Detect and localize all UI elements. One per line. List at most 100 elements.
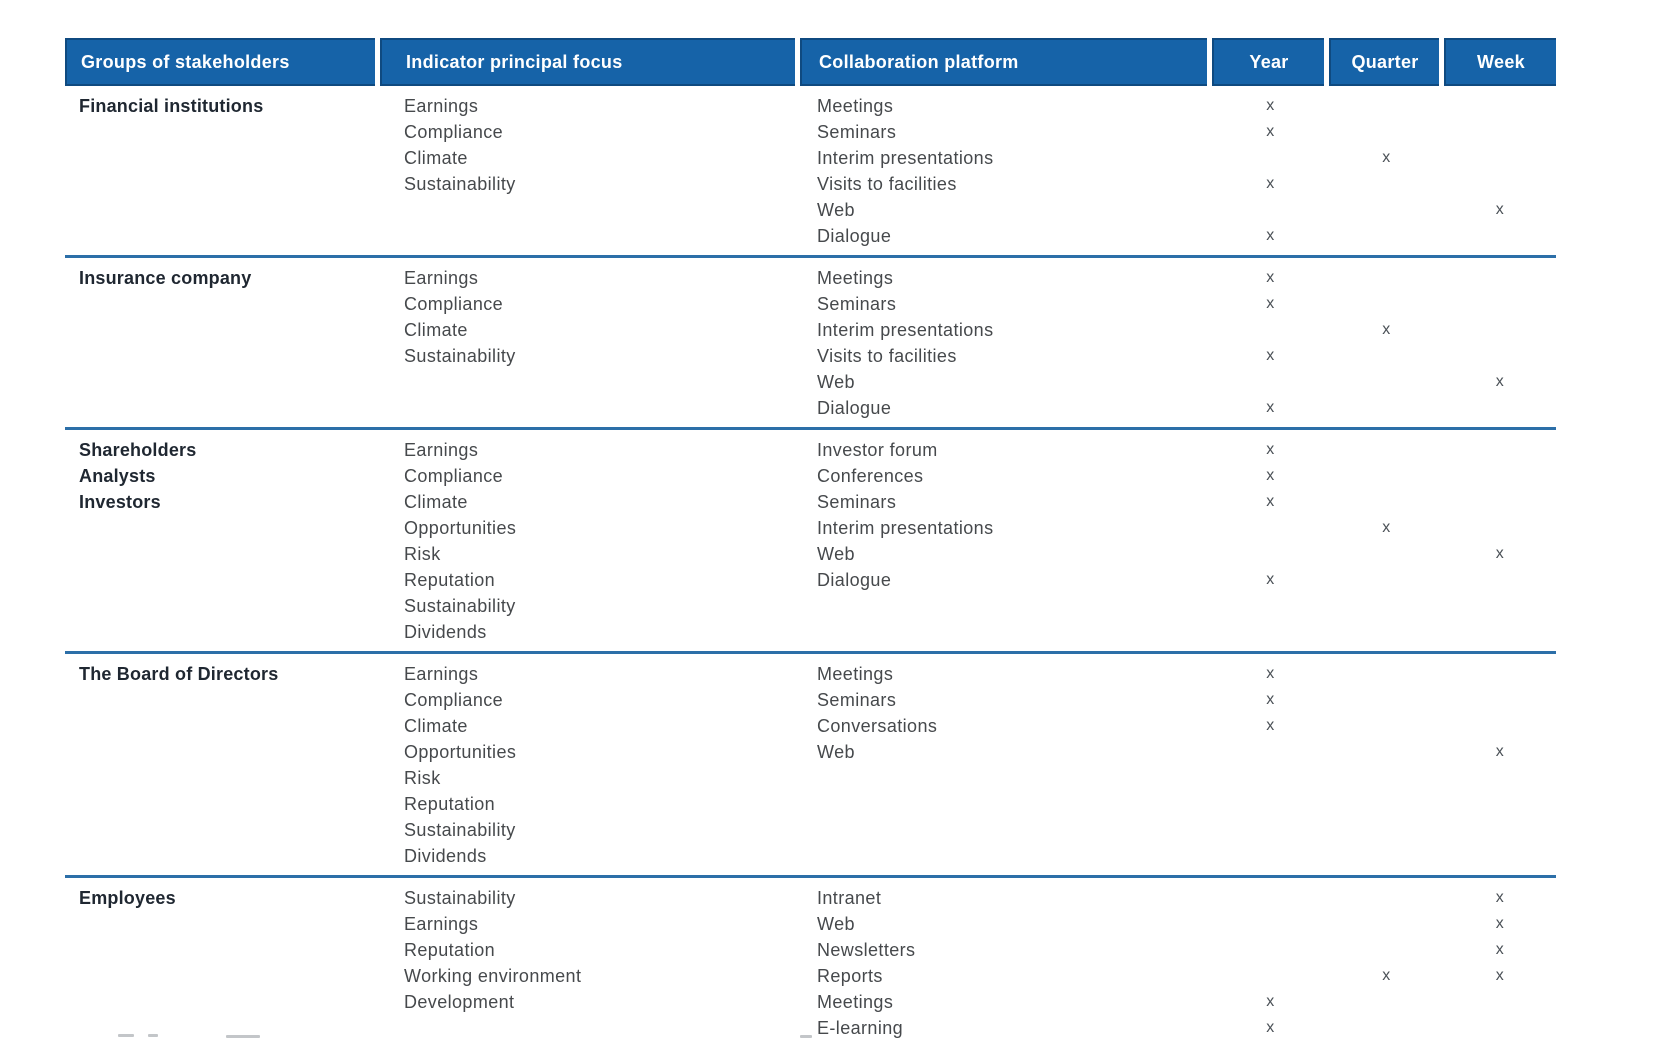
indicator-item: Climate: [404, 148, 468, 168]
frequency-mark-year: x: [1266, 467, 1275, 484]
frequency-mark-empty: [1329, 661, 1444, 687]
platform-item: Reports: [817, 966, 883, 986]
platform-item: E-learning: [817, 1018, 904, 1038]
frequency-mark-empty: [1329, 937, 1444, 963]
group-name: Investors: [79, 492, 161, 512]
frequency-mark-week: x: [1495, 743, 1505, 760]
indicator-item: Compliance: [404, 690, 504, 710]
frequency-mark-year: x: [1266, 97, 1275, 114]
cutoff-text-artifact: [800, 1035, 812, 1038]
frequency-mark-empty: [1212, 911, 1329, 937]
indicator-item: Reputation: [404, 940, 496, 960]
week-marks-cell: x: [1444, 437, 1556, 645]
frequency-mark-empty: [1329, 541, 1444, 567]
frequency-mark-empty: [1444, 291, 1556, 317]
frequency-mark-empty: [1444, 265, 1556, 291]
frequency-mark-empty: [1329, 343, 1444, 369]
indicator-item: Earnings: [404, 664, 479, 684]
frequency-mark-empty: [1444, 437, 1556, 463]
frequency-mark-empty: [1212, 145, 1329, 171]
group-name: Financial institutions: [79, 96, 264, 116]
group-name: Insurance company: [79, 268, 252, 288]
stakeholder-communication-table: Groups of stakeholders Indicator princip…: [65, 38, 1556, 1042]
frequency-mark-quarter: x: [1382, 149, 1391, 166]
quarter-marks-cell: x: [1329, 885, 1444, 1041]
indicator-item: Sustainability: [404, 174, 516, 194]
group-name-cell: Employees: [65, 885, 380, 1041]
frequency-mark-empty: [1212, 369, 1329, 395]
platform-item: Meetings: [817, 268, 894, 288]
frequency-mark-week: x: [1495, 373, 1505, 390]
frequency-mark-empty: [1444, 661, 1556, 687]
platform-item: Web: [817, 914, 855, 934]
table-group-section: Financial institutions Earnings Compliance…: [65, 86, 1556, 255]
platform-item: Dialogue: [817, 226, 892, 246]
group-name-cell: Shareholders Analysts Investors: [65, 437, 380, 645]
platform-item: Conferences: [817, 466, 924, 486]
indicator-item: Earnings: [404, 440, 479, 460]
table-group-section: Shareholders Analysts Investors Earnings Com…: [65, 427, 1556, 651]
frequency-mark-empty: [1212, 739, 1329, 765]
platform-item: Visits to facilities: [817, 174, 957, 194]
indicator-item: Climate: [404, 716, 468, 736]
platform-item: Meetings: [817, 664, 894, 684]
frequency-mark-empty: [1329, 395, 1444, 421]
frequency-mark-year: x: [1266, 227, 1275, 244]
platforms-cell: Investor forum Conferences Seminars Interim…: [800, 437, 1212, 645]
col-header-year: Year: [1212, 38, 1324, 86]
frequency-mark-week: x: [1495, 889, 1505, 906]
frequency-mark-empty: [1444, 567, 1556, 593]
frequency-mark-quarter: x: [1382, 519, 1391, 536]
platform-item: Intranet: [817, 888, 882, 908]
cutoff-text-artifact: [226, 1035, 260, 1038]
indicator-item: Earnings: [404, 96, 479, 116]
indicator-item: Sustainability: [404, 346, 516, 366]
frequency-mark-empty: [1444, 223, 1556, 249]
frequency-mark-empty: [1329, 369, 1444, 395]
indicator-item: Earnings: [404, 268, 479, 288]
frequency-mark-empty: [1329, 93, 1444, 119]
platform-item: Interim presentations: [817, 320, 994, 340]
frequency-mark-empty: [1329, 713, 1444, 739]
platform-item: Web: [817, 544, 855, 564]
frequency-mark-year: x: [1266, 665, 1275, 682]
frequency-mark-empty: [1329, 171, 1444, 197]
col-header-collaboration-platform: Collaboration platform: [800, 38, 1207, 86]
frequency-mark-empty: [1329, 1015, 1444, 1041]
platform-item: Dialogue: [817, 398, 892, 418]
col-header-groups-of-stakeholders: Groups of stakeholders: [65, 38, 375, 86]
platform-item: Visits to facilities: [817, 346, 957, 366]
frequency-mark-empty: [1212, 963, 1329, 989]
frequency-mark-year: x: [1266, 123, 1275, 140]
frequency-mark-empty: [1444, 145, 1556, 171]
week-marks-cell: x: [1444, 265, 1556, 421]
indicator-item: Climate: [404, 492, 468, 512]
frequency-mark-year: x: [1266, 571, 1275, 588]
platform-item: Seminars: [817, 122, 897, 142]
table-group-section: The Board of Directors Earnings Compliance…: [65, 651, 1556, 875]
frequency-mark-empty: [1444, 687, 1556, 713]
quarter-marks-cell: x: [1329, 93, 1444, 249]
frequency-mark-year: x: [1266, 441, 1275, 458]
quarter-marks-cell: x: [1329, 265, 1444, 421]
frequency-mark-empty: [1444, 713, 1556, 739]
table-group-section: Insurance company Earnings Compliance Clima…: [65, 255, 1556, 427]
col-header-indicator-principal-focus: Indicator principal focus: [380, 38, 795, 86]
frequency-mark-empty: [1329, 291, 1444, 317]
indicator-item: Opportunities: [404, 742, 517, 762]
platform-item: Seminars: [817, 294, 897, 314]
indicator-item: Reputation: [404, 794, 496, 814]
frequency-mark-empty: [1212, 937, 1329, 963]
frequency-mark-week: x: [1495, 967, 1505, 984]
frequency-mark-empty: [1212, 317, 1329, 343]
indicator-item: Dividends: [404, 846, 487, 866]
frequency-mark-empty: [1329, 489, 1444, 515]
frequency-mark-empty: [1329, 119, 1444, 145]
group-name-cell: Financial institutions: [65, 93, 380, 249]
indicators-cell: Earnings Compliance Climate Opportunities Ri…: [380, 437, 800, 645]
platforms-cell: Meetings Seminars Interim presentations Vis…: [800, 93, 1212, 249]
frequency-mark-empty: [1444, 989, 1556, 1015]
